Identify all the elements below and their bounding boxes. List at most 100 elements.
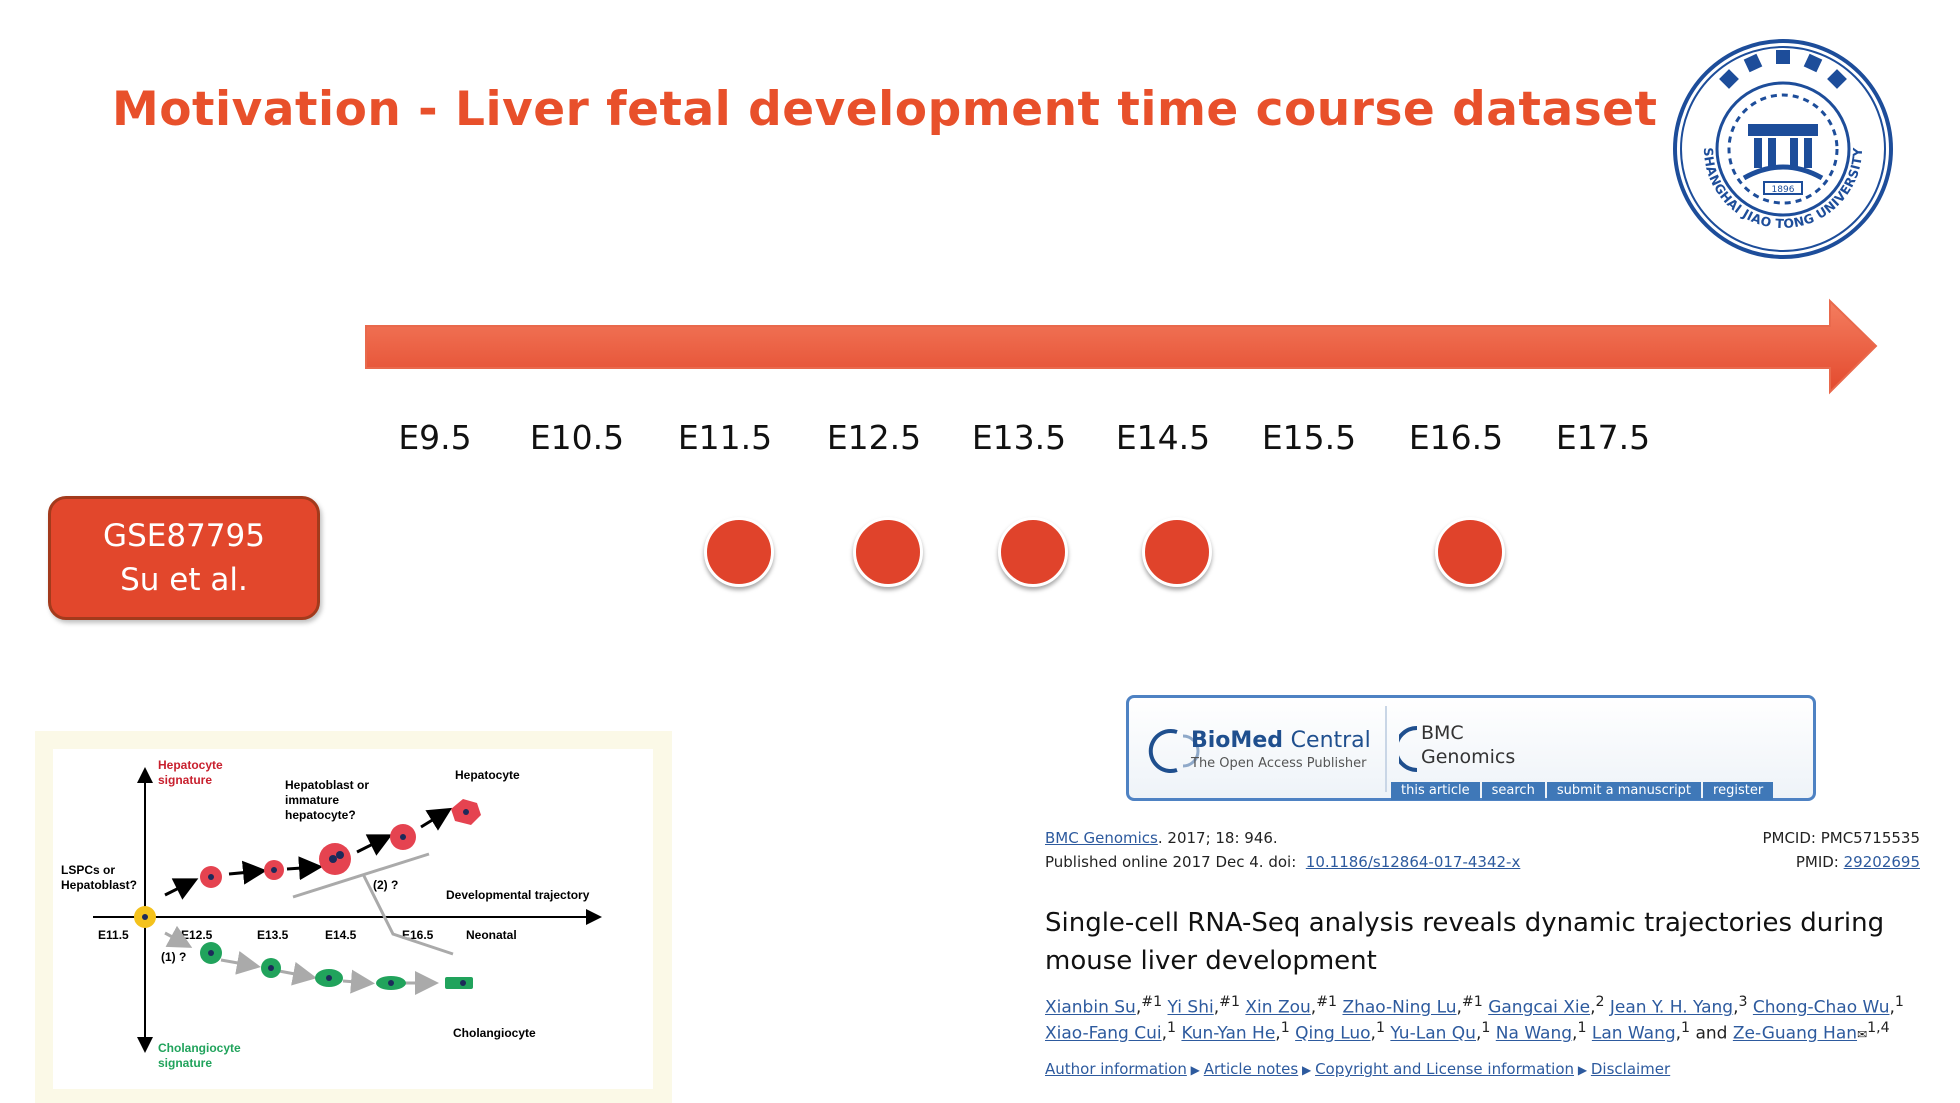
publisher-name: BioMed Central: [1191, 728, 1371, 753]
dev-trajectory-label: Developmental trajectory: [446, 888, 590, 902]
hepatocyte-cells: [200, 799, 481, 888]
figure-label-hepatoblast_or_immature: Hepatoblast or immature hepatocyte?: [285, 778, 369, 822]
author-affiliation: 3: [1738, 994, 1748, 1010]
author-link[interactable]: Qing Luo: [1295, 1023, 1371, 1044]
biomed-central-logo-icon: [1148, 729, 1200, 773]
triangle-icon: ▶: [1298, 1063, 1316, 1077]
author-affiliation: #1: [1141, 994, 1163, 1010]
tick-neonatal: Neonatal: [466, 928, 517, 942]
tick-e13: E13.5: [257, 928, 289, 942]
branch-line-2-down: [361, 873, 454, 956]
author-affiliation: 1: [1167, 1020, 1177, 1036]
author-link[interactable]: Xiao-Fang Cui: [1045, 1023, 1162, 1044]
pmcid: PMCID: PMC5715535: [1762, 829, 1920, 847]
author-affiliation: 1: [1481, 1020, 1491, 1036]
author-link[interactable]: Xianbin Su: [1045, 997, 1136, 1018]
university-seal-icon: 1896 SHANGHAI JIAO TONG UNIVERSITY: [1673, 39, 1893, 259]
authors-line-2: Xiao-Fang Cui,1 Kun-Yan He,1 Qing Luo,1 …: [1045, 1020, 1890, 1044]
timeline-label: E11.5: [677, 418, 773, 457]
author-link[interactable]: Xin Zou: [1245, 997, 1311, 1018]
cholangiocyte-label: Cholangiocyte: [453, 1026, 536, 1040]
trajectory-diagram: E11.5 E12.5 E13.5 E14.5 E16.5 Neonatal H…: [61, 758, 602, 1070]
timeline-arrow: [365, 298, 1878, 395]
author-link[interactable]: Chong-Chao Wu: [1752, 997, 1890, 1018]
triangle-icon: ▶: [1186, 1063, 1204, 1077]
cholangiocyte-cells: [200, 942, 473, 990]
article-link-copyright-and-license-information[interactable]: Copyright and License information: [1315, 1060, 1575, 1078]
timeline-label: E17.5: [1555, 418, 1651, 457]
author-affiliation: 1: [1681, 1020, 1691, 1036]
journal-link[interactable]: BMC Genomics: [1045, 829, 1158, 847]
author-link[interactable]: Kun-Yan He: [1181, 1023, 1276, 1044]
citation-line: BMC Genomics. 2017; 18: 946.: [1045, 829, 1278, 847]
timeline-label: E10.5: [529, 418, 625, 457]
slide-title: Motivation - Liver fetal development tim…: [112, 82, 1658, 137]
nav-this-article[interactable]: this article: [1391, 782, 1480, 800]
author-link[interactable]: Yi Shi: [1167, 997, 1214, 1018]
tick-e11: E11.5: [98, 928, 129, 942]
figure-label-lspcs: LSPCs or Hepatoblast?: [61, 863, 137, 892]
article-link-article-notes[interactable]: Article notes: [1203, 1060, 1299, 1078]
author-link[interactable]: Lan Wang: [1591, 1023, 1676, 1044]
author-link[interactable]: Yu-Lan Qu: [1390, 1023, 1476, 1044]
author-affiliation: 1: [1375, 1020, 1385, 1036]
timeline-label: E16.5: [1408, 418, 1504, 457]
dataset-accession: GSE87795: [103, 518, 265, 554]
triangle-icon: ▶: [1574, 1063, 1591, 1077]
author-link[interactable]: Zhao-Ning Lu: [1342, 997, 1457, 1018]
branch1-label: (1) ?: [161, 950, 186, 964]
author-link[interactable]: Gangcai Xie: [1488, 997, 1591, 1018]
sample-dot: [1435, 517, 1505, 587]
timeline-label: E12.5: [826, 418, 922, 457]
trajectory-figure: E11.5 E12.5 E13.5 E14.5 E16.5 Neonatal H…: [35, 731, 672, 1103]
nav-register[interactable]: register: [1703, 782, 1774, 800]
sample-dot: [1142, 517, 1212, 587]
sample-dot: [704, 517, 774, 587]
journal-logo: BMC Genomics: [1399, 720, 1519, 780]
tick-e12: E12.5: [181, 928, 213, 942]
author-affiliation: 1: [1894, 994, 1904, 1010]
timeline-label: E15.5: [1261, 418, 1357, 457]
pmid-line: PMID: 29202695: [1795, 853, 1920, 871]
dataset-box: GSE87795 Su et al.: [48, 496, 320, 620]
author-affiliation: 2: [1595, 994, 1605, 1010]
doi-link[interactable]: 10.1186/s12864-017-4342-x: [1305, 853, 1521, 871]
sample-dot: [853, 517, 923, 587]
journal-bmc: BMC: [1421, 722, 1464, 744]
author-link[interactable]: Ze-Guang Han: [1732, 1023, 1858, 1044]
article-link-author-information[interactable]: Author information: [1045, 1060, 1187, 1078]
figure-label-cholangiocyte_signature: Cholangiocyte signature: [158, 1041, 241, 1070]
article-title: Single-cell RNA-Seq analysis reveals dyn…: [1045, 908, 1885, 976]
pmid-link[interactable]: 29202695: [1843, 853, 1920, 871]
author-link[interactable]: Jean Y. H. Yang: [1609, 997, 1734, 1018]
email-icon[interactable]: ✉: [1857, 1027, 1868, 1042]
journal-genomics: Genomics: [1421, 746, 1516, 768]
timeline-label: E9.5: [398, 418, 472, 457]
publisher-tagline: The Open Access Publisher: [1191, 756, 1367, 771]
branch-line-2: [292, 852, 430, 899]
seal-year: 1896: [1772, 185, 1795, 195]
author-affiliation: #1: [1219, 994, 1240, 1010]
journal-header: BioMed Central The Open Access Publisher…: [1126, 695, 1816, 801]
dataset-citation: Su et al.: [120, 562, 248, 598]
author-affiliation: #1: [1316, 994, 1338, 1010]
author-affiliation: 1: [1280, 1020, 1290, 1036]
bmc-arc-icon: [1399, 726, 1418, 772]
author-link[interactable]: Na Wang: [1495, 1023, 1573, 1044]
nav-submit-manuscript[interactable]: submit a manuscript: [1546, 782, 1702, 800]
timeline-label: E14.5: [1115, 418, 1211, 457]
journal-nav: this article search submit a manuscript …: [1391, 782, 1774, 800]
sample-dot: [998, 517, 1068, 587]
hepatocyte-signature-1: Hepatocyte signature: [158, 758, 223, 787]
author-affiliation: #1: [1461, 994, 1483, 1010]
hepatocyte-label: Hepatocyte: [455, 768, 520, 782]
nav-search[interactable]: search: [1481, 782, 1545, 800]
article-link-disclaimer[interactable]: Disclaimer: [1590, 1060, 1671, 1078]
tick-e14: E14.5: [325, 928, 357, 942]
published-line: Published online 2017 Dec 4. doi: 10.118…: [1045, 853, 1521, 871]
author-affiliation: 1: [1577, 1020, 1587, 1036]
article-links: Author information ▶ Article notes ▶ Cop…: [1045, 1060, 1670, 1078]
branch2-label: (2) ?: [373, 878, 398, 892]
authors-line-1: Xianbin Su,#1 Yi Shi,#1 Xin Zou,#1 Zhao-…: [1045, 994, 1904, 1018]
timeline-label: E13.5: [971, 418, 1067, 457]
